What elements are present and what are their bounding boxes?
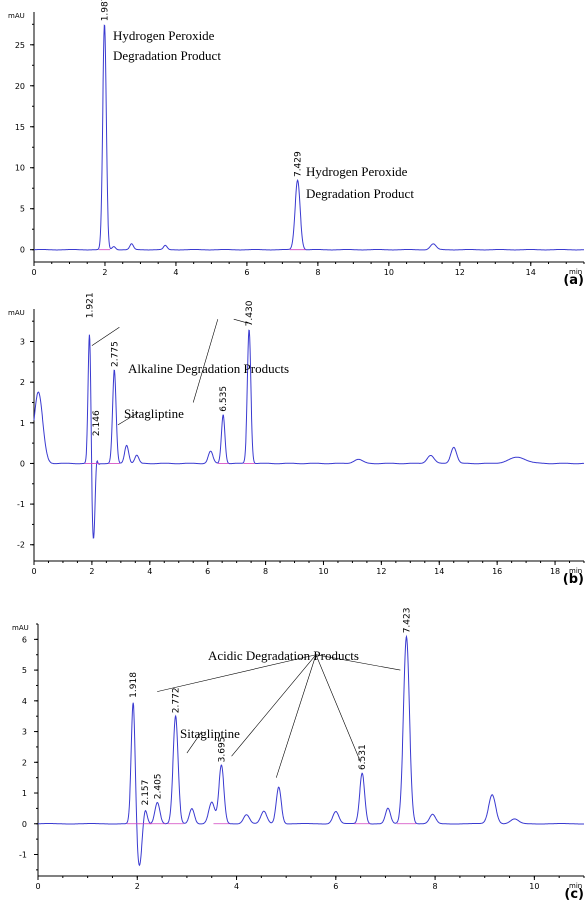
y-tick-label: 1 [20, 419, 25, 428]
x-tick-label: 0 [31, 567, 36, 576]
x-tick-label: 6 [244, 268, 249, 277]
x-tick-label: 14 [526, 268, 536, 277]
x-tick-label: 14 [434, 567, 444, 576]
peak-label: 1.918 [129, 672, 139, 698]
y-tick-label: 6 [22, 635, 27, 644]
peak-label: 2.157 [141, 780, 151, 806]
annotation-leader [157, 654, 317, 692]
x-tick-label: 10 [529, 882, 539, 891]
y-axis-unit: mAU [12, 624, 29, 632]
x-tick-label: 0 [31, 268, 36, 277]
panel-label: (b) [563, 572, 584, 587]
y-tick-label: 0 [22, 820, 27, 829]
annotation-text: Hydrogen Peroxide [306, 164, 408, 179]
y-tick-label: 4 [22, 697, 27, 706]
x-tick-label: 8 [315, 268, 320, 277]
y-tick-label: 1 [22, 789, 27, 798]
x-axis-unit: min [569, 268, 582, 276]
x-tick-label: 6 [333, 882, 338, 891]
chromatogram-trace [33, 329, 585, 539]
annotation-leader [117, 412, 139, 426]
annotation-leader [315, 654, 361, 763]
y-tick-label: 0 [20, 459, 25, 468]
annotation-text: Alkaline Degradation Products [128, 361, 289, 376]
peak-label: 6.531 [358, 744, 368, 770]
peak-label: 2.775 [110, 341, 120, 367]
y-tick-label: 3 [22, 728, 27, 737]
peak-label: 2.772 [172, 687, 182, 713]
x-tick-label: 8 [263, 567, 268, 576]
annotation-text: Degradation Product [306, 186, 414, 201]
x-tick-label: 2 [135, 882, 140, 891]
y-axis-unit: mAU [8, 309, 25, 317]
x-tick-label: 4 [173, 268, 178, 277]
annotation-text: Degradation Product [113, 48, 221, 63]
panel-a: 0 2 4 6 8 10 12 140510152025mAUmin1.9877.429Hyd… [8, 0, 585, 288]
annotation-leader [275, 654, 317, 778]
x-tick-label: 4 [234, 882, 239, 891]
panel-label: (a) [563, 273, 584, 288]
x-tick-label: 18 [550, 567, 560, 576]
x-tick-label: 2 [102, 268, 107, 277]
annotation-text: Hydrogen Peroxide [113, 28, 215, 43]
y-axis-unit: mAU [8, 12, 25, 20]
y-tick-label: 15 [15, 123, 25, 132]
peak-label: 7.429 [294, 151, 304, 177]
x-tick-label: 10 [384, 268, 394, 277]
annotation-leader [233, 318, 249, 324]
y-tick-label: 20 [15, 82, 25, 91]
x-tick-label: 0 [35, 882, 40, 891]
x-tick-label: 16 [492, 567, 502, 576]
panel-c: 0 2 4 6 8 10 -1 0 1 2 3 4 5 6 mAU min 1.918 2.157 2.405 2.7… [12, 608, 585, 902]
annotation-leader [315, 654, 401, 671]
peak-label: 1.921 [86, 292, 96, 318]
x-tick-label: 12 [376, 567, 386, 576]
y-tick-label: 25 [15, 41, 25, 50]
annotation-leader [231, 654, 317, 757]
x-tick-label: 12 [455, 268, 465, 277]
chromatogram-trace [37, 634, 584, 867]
annotation-text: Acidic Degradation Products [208, 648, 359, 663]
y-tick-label: 2 [20, 378, 25, 387]
y-tick-label: -1 [17, 500, 25, 509]
panel-b: 0 2 4 6 8 10 12 14 16 18-2-10123mAUmin1.9212.1462… [8, 292, 585, 587]
peak-label: 7.423 [402, 608, 412, 634]
panel-label: (c) [564, 887, 584, 902]
y-tick-label: 5 [22, 666, 27, 675]
x-tick-label: 4 [147, 567, 152, 576]
annotation-text: Sitagliptine [124, 406, 184, 421]
y-tick-label: -2 [17, 541, 25, 550]
y-tick-label: 5 [20, 205, 25, 214]
y-tick-label: -1 [19, 850, 27, 859]
peak-label: 2.146 [92, 410, 102, 436]
peak-label: 2.405 [153, 773, 163, 799]
x-axis-unit: min [569, 882, 582, 890]
y-tick-label: 0 [20, 246, 25, 255]
y-tick-label: 10 [15, 164, 25, 173]
peak-label: 1.987 [101, 0, 111, 21]
x-axis-unit: min [569, 567, 582, 575]
y-tick-label: 2 [22, 758, 27, 767]
chromatogram-trace [34, 24, 584, 251]
annotation-leader [91, 327, 120, 346]
x-tick-label: 8 [433, 882, 438, 891]
x-tick-label: 2 [89, 567, 94, 576]
peak-label: 7.430 [245, 300, 255, 326]
x-tick-label: 6 [205, 567, 210, 576]
annotation-leader [192, 319, 219, 403]
annotation-leader [186, 731, 203, 754]
annotation-text: Sitagliptine [180, 726, 240, 741]
y-tick-label: 3 [20, 338, 25, 347]
peak-label: 6.535 [219, 386, 229, 412]
peak-label: 3.695 [217, 737, 227, 763]
x-tick-label: 10 [318, 567, 328, 576]
